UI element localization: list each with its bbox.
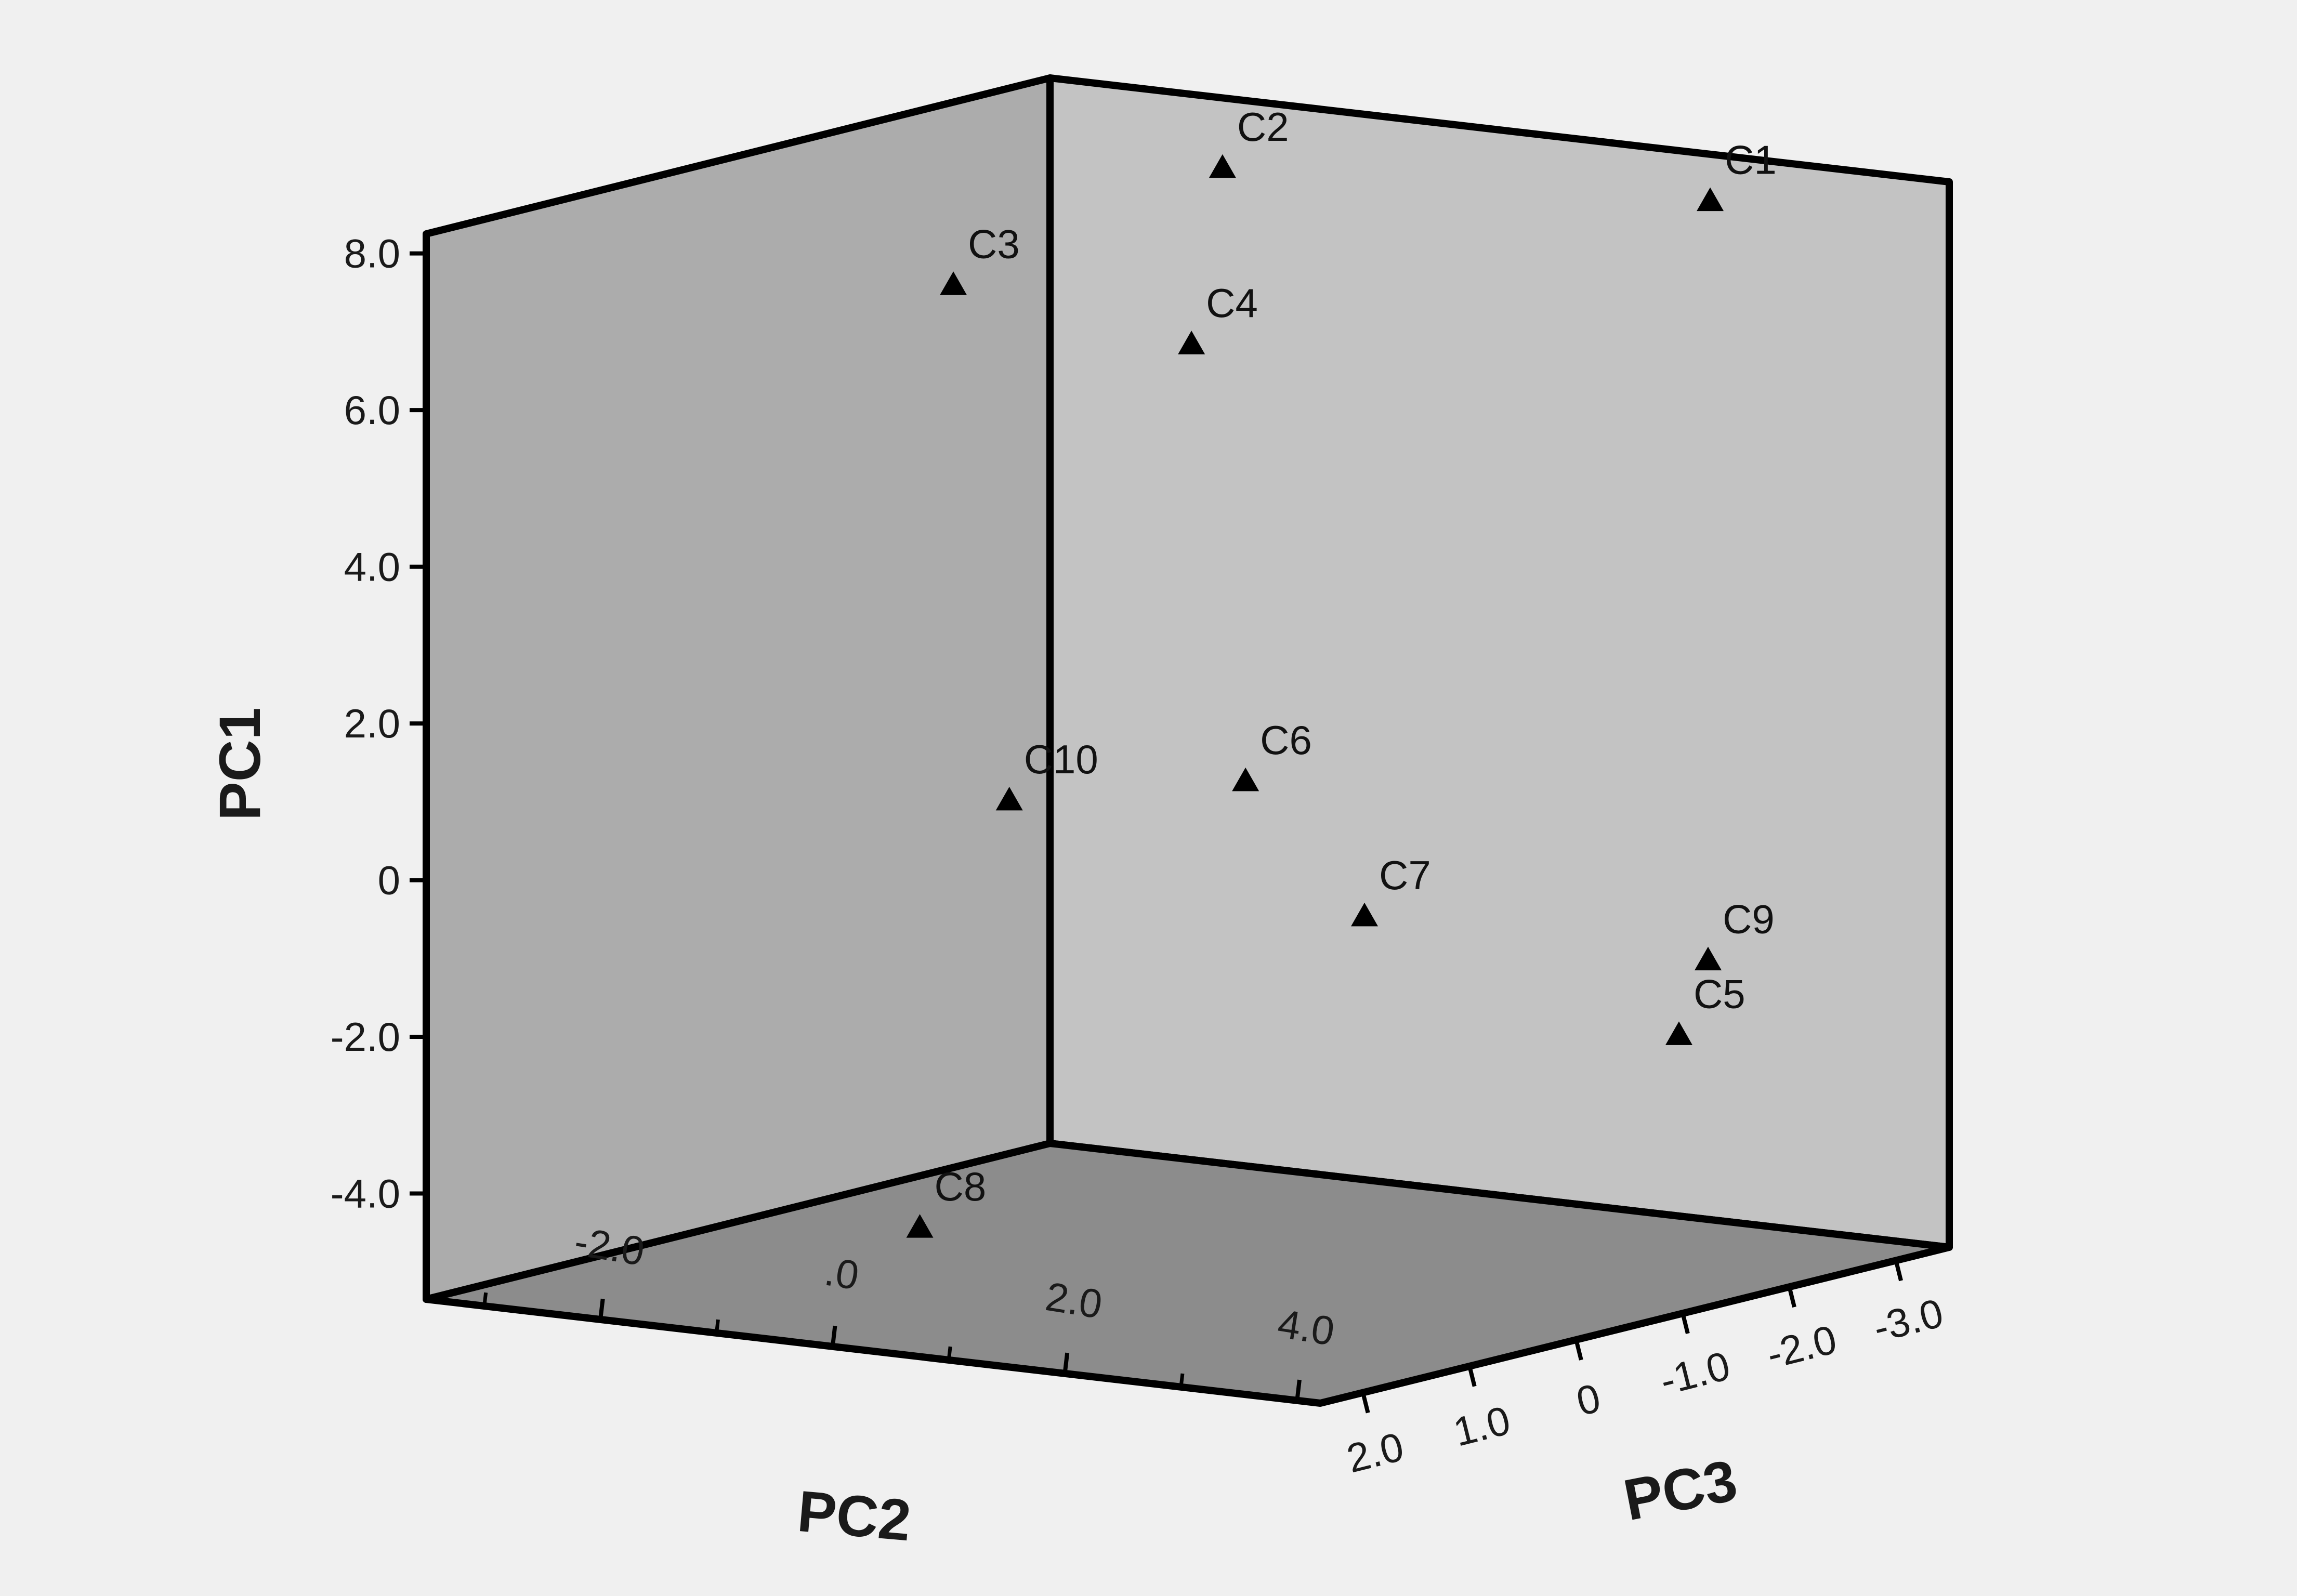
point-label-c7: C7 — [1379, 852, 1431, 898]
pc2-tick-mark — [1062, 1352, 1070, 1374]
pc1-tick-label: -4.0 — [331, 1171, 400, 1217]
pc1-tick-label: 2.0 — [344, 701, 400, 746]
point-c1 — [1697, 187, 1724, 212]
pc1-axis-title: PC1 — [207, 707, 272, 821]
point-label-c9: C9 — [1723, 896, 1775, 942]
pc2-tick-mark — [1295, 1379, 1302, 1401]
pc2-tick-label: -2.0 — [571, 1218, 648, 1274]
chart-walls — [423, 74, 1953, 1407]
floor-pc2-pc3 — [423, 1140, 1953, 1407]
point-c8 — [906, 1214, 934, 1238]
pc2-tick-mark — [598, 1298, 605, 1320]
data-points — [906, 154, 1724, 1238]
point-label-c6: C6 — [1260, 717, 1312, 763]
point-c2 — [1209, 154, 1236, 178]
point-label-c4: C4 — [1206, 280, 1258, 326]
point-label-c3: C3 — [968, 221, 1020, 267]
right-wall-pc1-pc3 — [1046, 74, 1953, 1251]
point-c10 — [995, 786, 1023, 811]
left-wall-pc1-pc2 — [423, 74, 1054, 1303]
point-label-c2: C2 — [1237, 104, 1289, 150]
pc2-minor-tick-mark — [714, 1319, 720, 1334]
pc1-tick-label: 6.0 — [344, 387, 400, 433]
point-label-c10: C10 — [1024, 736, 1098, 782]
point-c7 — [1351, 902, 1379, 927]
point-label-c5: C5 — [1694, 971, 1745, 1017]
point-label-c8: C8 — [935, 1164, 987, 1209]
point-c9 — [1695, 946, 1722, 971]
pc2-axis-title: PC2 — [795, 1479, 913, 1553]
point-c5 — [1665, 1021, 1692, 1045]
pc2-minor-tick-mark — [482, 1292, 488, 1307]
pc3-tick-mark — [1467, 1365, 1477, 1387]
pc2-minor-tick-mark — [1179, 1373, 1185, 1388]
pc1-tick-label: 4.0 — [344, 544, 400, 590]
pc2-tick-label: .0 — [821, 1248, 862, 1298]
pc3-tick-mark — [1681, 1313, 1690, 1334]
pc2-minor-tick-mark — [947, 1346, 952, 1361]
axis-ticks — [410, 251, 1903, 1414]
point-c4 — [1178, 331, 1205, 354]
point-c6 — [1232, 767, 1259, 792]
pc1-tick-label: 0 — [378, 858, 400, 903]
point-label-c1: C1 — [1725, 137, 1777, 183]
pc3-tick-mark — [1574, 1339, 1583, 1361]
point-c3 — [940, 271, 967, 295]
pc1-tick-label: -2.0 — [331, 1014, 400, 1060]
pc3-tick-mark — [1787, 1286, 1796, 1308]
pc3-tick-mark — [1894, 1260, 1903, 1282]
pc2-tick-mark — [830, 1325, 837, 1347]
pc2-tick-label: 2.0 — [1043, 1273, 1106, 1327]
data-point-labels: C1 C2 C3 C4 C5 C6 C7 C8 C9 C10 — [935, 104, 1777, 1209]
pc1-tick-label: 8.0 — [344, 231, 400, 276]
pc3-tick-mark — [1361, 1392, 1370, 1414]
pc2-tick-label: 4.0 — [1275, 1300, 1337, 1354]
